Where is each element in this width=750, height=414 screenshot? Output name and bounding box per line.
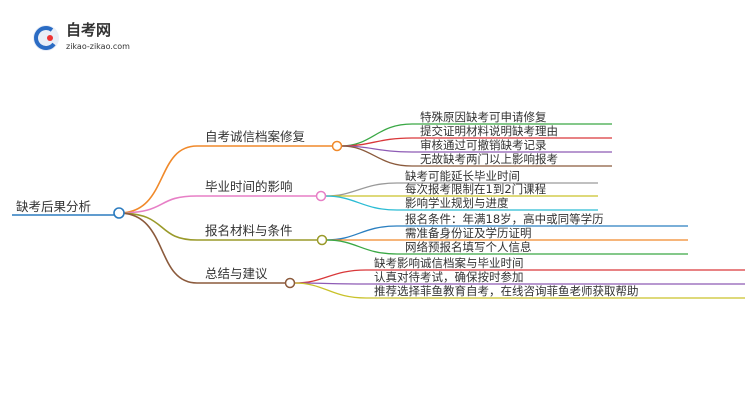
- leaf-connector: [325, 225, 398, 241]
- logo: 自考网 zikao-zikao.com: [33, 21, 130, 51]
- leaf-connector: [293, 282, 367, 299]
- branch-connector: [118, 212, 198, 241]
- leaf-label: 影响学业规划与进度: [405, 196, 509, 210]
- leaf-connector: [340, 123, 413, 147]
- branch-label: 毕业时间的影响: [205, 179, 293, 194]
- branch-connector: [118, 145, 198, 214]
- branch-label: 报名材料与条件: [205, 223, 293, 238]
- branch-node: [315, 190, 327, 202]
- leaf-connector: [293, 269, 367, 284]
- leaf-connector: [340, 145, 413, 167]
- leaf-label: 报名条件：年满18岁，高中或同等学历: [405, 212, 604, 226]
- root-node: [113, 207, 125, 219]
- leaf-connector: [324, 195, 398, 211]
- branch-node: [316, 234, 328, 246]
- leaf-label: 无故缺考两门以上影响报考: [420, 152, 558, 166]
- branch-node: [331, 140, 343, 152]
- leaf-label: 认真对待考试，确保按时参加: [374, 270, 524, 284]
- leaf-label: 缺考影响诚信档案与毕业时间: [374, 256, 524, 270]
- branch-node: [284, 277, 296, 289]
- leaf-connector: [324, 182, 398, 197]
- leaf-label: 特殊原因缺考可申请修复: [420, 110, 547, 124]
- logo-icon-dot: [47, 35, 53, 41]
- branch-label: 总结与建议: [205, 266, 268, 281]
- leaf-label: 审核通过可撤销缺考记录: [420, 138, 547, 152]
- leaf-label: 提交证明材料说明缺考理由: [420, 124, 558, 138]
- branch-label: 自考诚信档案修复: [205, 129, 306, 144]
- root-label: 缺考后果分析: [16, 199, 91, 214]
- leaf-connector: [325, 239, 398, 255]
- leaf-label: 需准备身份证及学历证明: [405, 226, 532, 240]
- branch-connector: [118, 212, 198, 284]
- logo-title: 自考网: [66, 21, 111, 39]
- branch-connector: [118, 195, 198, 214]
- leaf-label: 缺考可能延长毕业时间: [405, 169, 520, 183]
- leaf-label: 网络预报名填写个人信息: [405, 240, 532, 254]
- logo-url: zikao-zikao.com: [66, 42, 130, 51]
- logo-icon-arc: [34, 26, 56, 50]
- leaf-label: 每次报考限制在1到2门课程: [405, 182, 547, 196]
- leaf-label: 推荐选择菲鱼教育自考，在线咨询菲鱼老师获取帮助: [374, 284, 639, 298]
